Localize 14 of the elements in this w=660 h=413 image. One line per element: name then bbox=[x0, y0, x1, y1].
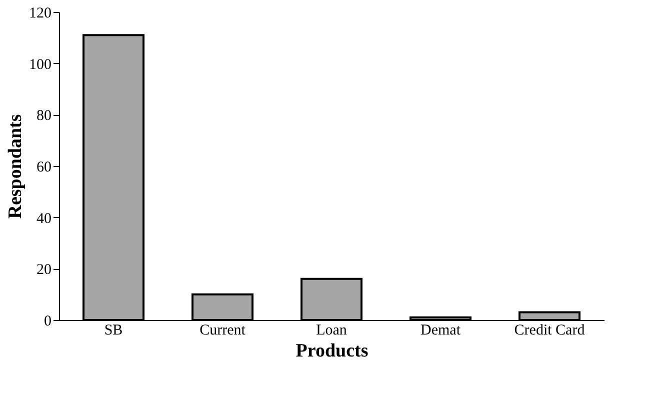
y-tick-label: 100 bbox=[29, 56, 52, 73]
x-tick-label: Credit Card bbox=[514, 322, 586, 338]
x-axis-title: Products bbox=[296, 340, 368, 362]
y-tick-label: 120 bbox=[29, 6, 52, 22]
y-tick-label: 20 bbox=[36, 262, 52, 278]
x-tick-label: Loan bbox=[316, 322, 348, 338]
y-tick-label: 80 bbox=[36, 108, 52, 124]
y-tick-label: 0 bbox=[44, 314, 52, 330]
y-tick-label: 40 bbox=[36, 210, 52, 227]
x-tick-label: Demat bbox=[420, 322, 462, 338]
y-axis-title: Respondants bbox=[5, 114, 26, 219]
x-tick-label: SB bbox=[104, 322, 123, 338]
y-tick-label: 60 bbox=[36, 160, 52, 176]
x-tick-label: Current bbox=[200, 322, 246, 338]
